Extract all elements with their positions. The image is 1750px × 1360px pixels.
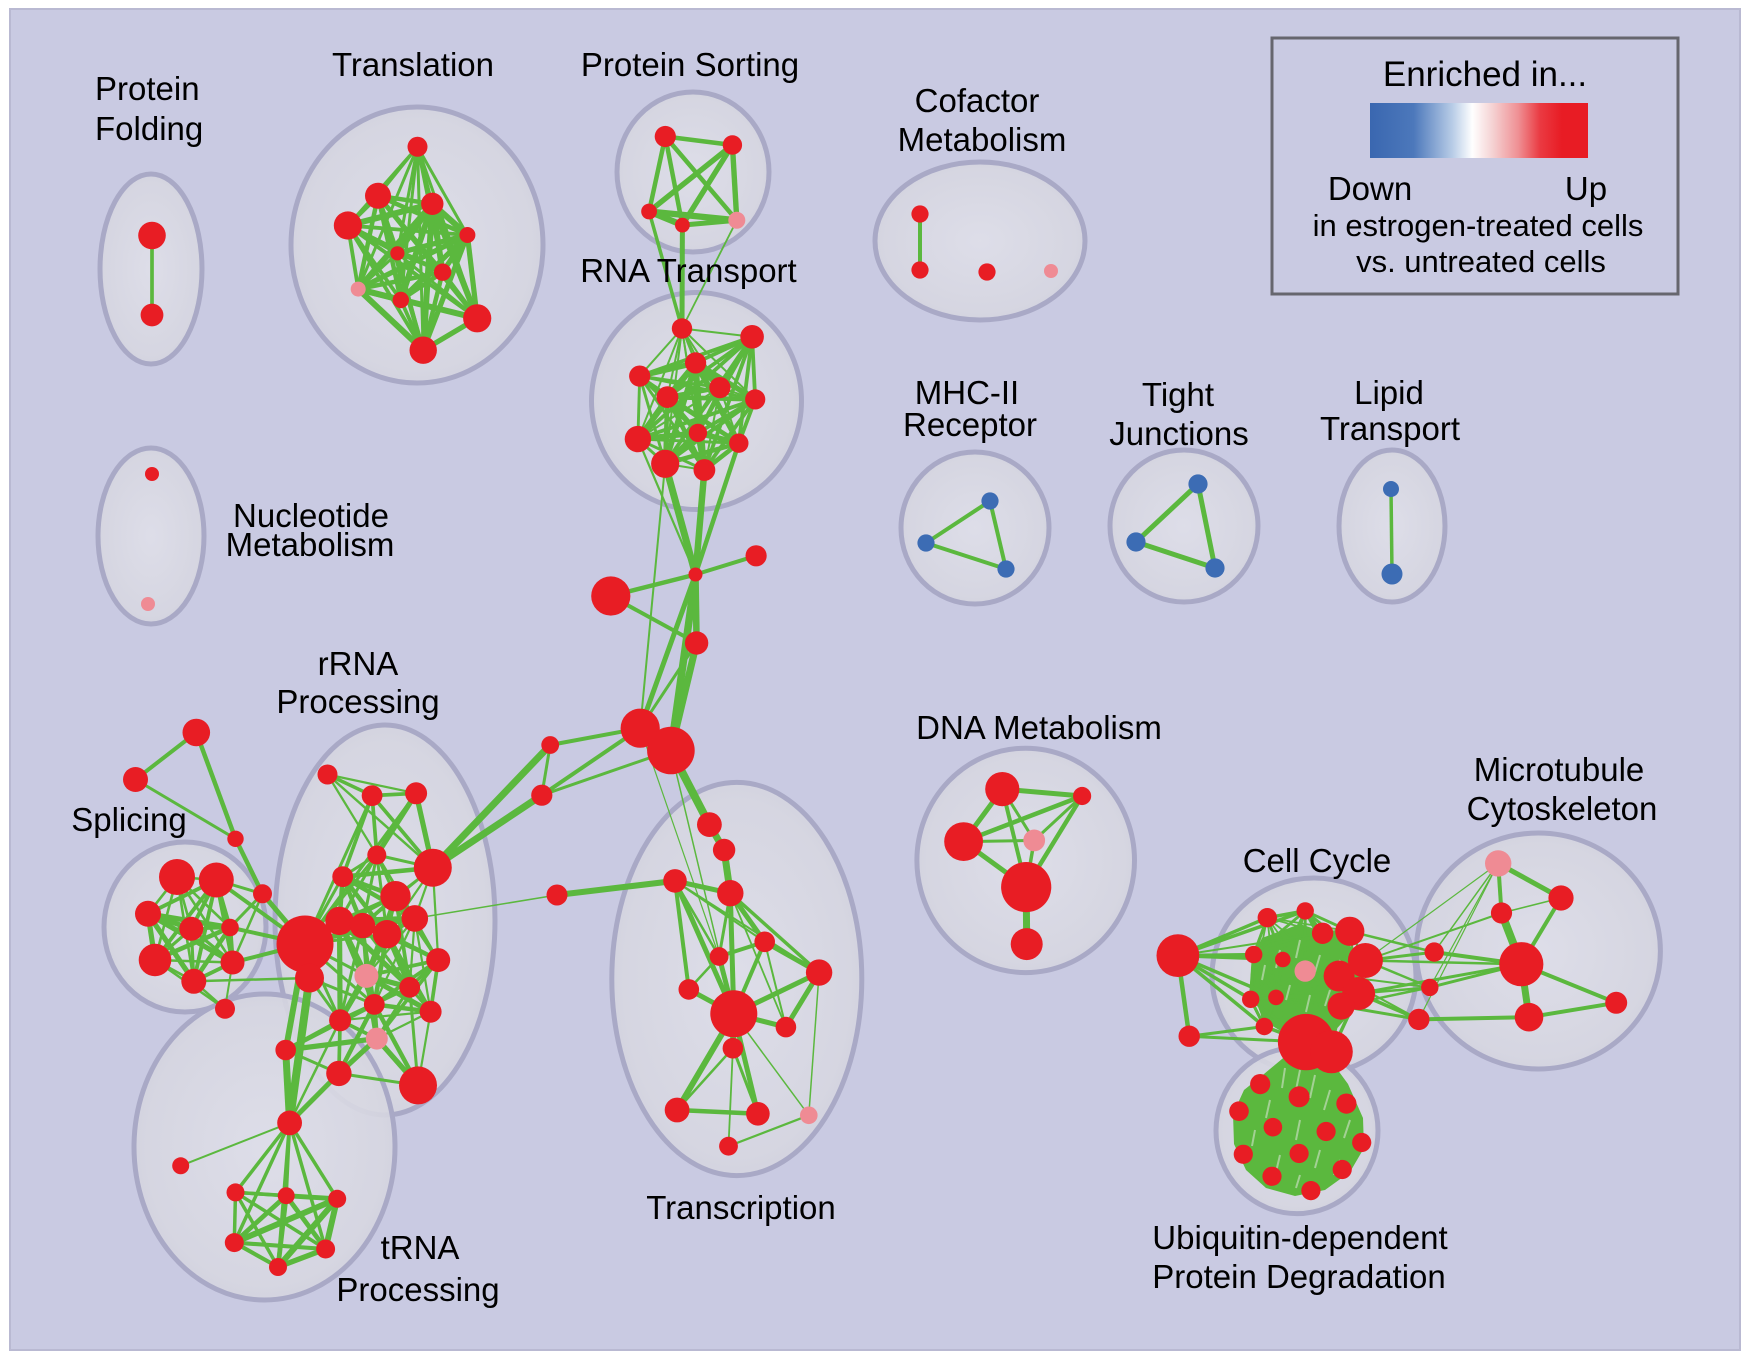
svg-text:Up: Up [1565, 170, 1607, 207]
svg-text:Ubiquitin-dependent: Ubiquitin-dependent [1152, 1219, 1447, 1256]
svg-text:Processing: Processing [276, 683, 439, 720]
svg-text:rRNA: rRNA [318, 645, 399, 682]
svg-text:Translation: Translation [332, 46, 494, 83]
svg-text:Cytoskeleton: Cytoskeleton [1467, 790, 1658, 827]
svg-text:Lipid: Lipid [1354, 374, 1424, 411]
svg-text:Metabolism: Metabolism [898, 121, 1067, 158]
svg-text:Protein Sorting: Protein Sorting [581, 46, 799, 83]
svg-text:vs. untreated cells: vs. untreated cells [1356, 244, 1606, 279]
svg-text:Cell Cycle: Cell Cycle [1243, 842, 1392, 879]
svg-text:Transcription: Transcription [646, 1189, 836, 1226]
svg-text:Down: Down [1328, 170, 1412, 207]
svg-text:Protein: Protein [95, 70, 200, 107]
svg-text:RNA Transport: RNA Transport [580, 252, 796, 289]
svg-text:Metabolism: Metabolism [226, 526, 395, 563]
svg-text:Cofactor: Cofactor [915, 82, 1040, 119]
svg-text:tRNA: tRNA [381, 1229, 460, 1266]
svg-text:Enriched in...: Enriched in... [1383, 55, 1587, 94]
svg-text:MHC-II: MHC-II [915, 374, 1019, 411]
svg-text:Tight: Tight [1142, 376, 1214, 413]
svg-text:DNA Metabolism: DNA Metabolism [916, 709, 1162, 746]
svg-text:Splicing: Splicing [71, 801, 187, 838]
svg-text:Folding: Folding [95, 110, 203, 147]
svg-text:Protein Degradation: Protein Degradation [1152, 1258, 1446, 1295]
svg-text:Junctions: Junctions [1109, 415, 1248, 452]
svg-text:Microtubule: Microtubule [1474, 751, 1645, 788]
svg-text:in estrogen-treated cells: in estrogen-treated cells [1313, 208, 1644, 243]
svg-text:Receptor: Receptor [903, 406, 1037, 443]
svg-text:Transport: Transport [1320, 410, 1460, 447]
svg-text:Nucleotide: Nucleotide [233, 497, 389, 534]
svg-text:Processing: Processing [336, 1271, 499, 1308]
